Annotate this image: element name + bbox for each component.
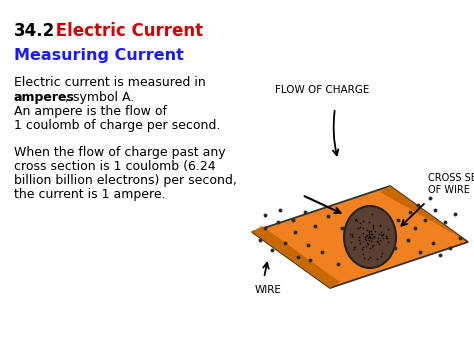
Text: 34.2: 34.2 [14,22,55,40]
Text: When the flow of charge past any: When the flow of charge past any [14,146,226,159]
Polygon shape [380,186,468,242]
Text: amperes: amperes [14,91,75,104]
Text: FLOW OF CHARGE: FLOW OF CHARGE [275,85,369,95]
Text: Electric Current: Electric Current [50,22,203,40]
Text: billion billion electrons) per second,: billion billion electrons) per second, [14,174,237,187]
Text: cross section is 1 coulomb (6.24: cross section is 1 coulomb (6.24 [14,160,216,173]
Text: An ampere is the flow of: An ampere is the flow of [14,105,167,118]
Text: 1 coulomb of charge per second.: 1 coulomb of charge per second. [14,119,220,132]
Text: CROSS SECTION
OF WIRE: CROSS SECTION OF WIRE [428,173,474,195]
Polygon shape [252,186,468,288]
Text: Measuring Current: Measuring Current [14,48,184,63]
Polygon shape [252,226,340,288]
Text: the current is 1 ampere.: the current is 1 ampere. [14,188,165,201]
Text: Electric current is measured in: Electric current is measured in [14,76,206,89]
Text: , symbol A.: , symbol A. [65,91,134,104]
Ellipse shape [344,206,396,268]
Text: WIRE: WIRE [255,285,282,295]
